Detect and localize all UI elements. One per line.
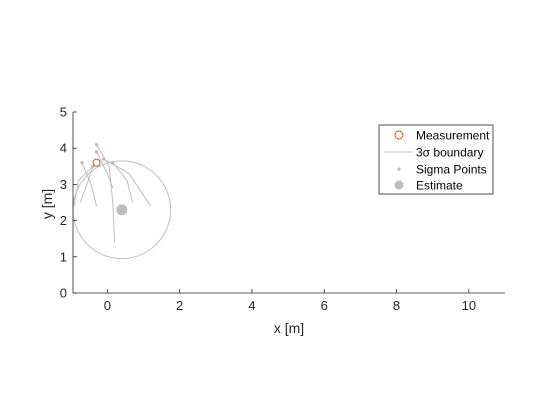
legend-estimate-label: Estimate <box>416 179 463 193</box>
y-tick-label-4: 4 <box>60 141 67 156</box>
sigma-trajectory-6 <box>79 166 94 203</box>
legend-sigma-label: Sigma Points <box>416 163 487 177</box>
sigma-point-2 <box>102 157 106 161</box>
axes: 0 2 4 6 8 10 0 1 2 3 4 5 <box>60 105 505 313</box>
y-tick-label-5: 5 <box>60 105 67 120</box>
y-tick-label-0: 0 <box>60 286 67 301</box>
legend-measurement-marker <box>394 130 404 140</box>
measurement-marker <box>92 158 101 167</box>
x-tick-label-4: 4 <box>248 298 255 313</box>
legend-sigma-marker <box>397 167 401 171</box>
sigma-trajectory-5 <box>96 151 114 189</box>
sigma-trajectory-4 <box>81 162 97 207</box>
sigma-trajectory-1 <box>73 165 94 207</box>
legend-boundary-label: 3σ boundary <box>416 146 483 160</box>
x-axis-label: x [m] <box>274 320 304 336</box>
y-tick-label-2: 2 <box>60 213 67 228</box>
y-tick-label-1: 1 <box>60 249 67 264</box>
y-tick-label-3: 3 <box>60 177 67 192</box>
sigma-trajectory-3 <box>112 162 134 203</box>
sigma-trajectory-0 <box>96 144 116 243</box>
x-tick-label-6: 6 <box>321 298 328 313</box>
estimate-marker <box>116 204 128 216</box>
sigma-point-4 <box>80 161 84 165</box>
x-tick-label-0: 0 <box>104 298 111 313</box>
legend-estimate-marker <box>394 180 404 190</box>
plot-area <box>72 142 172 260</box>
sigma-point-3 <box>111 161 115 165</box>
legend: Measurement 3σ boundary Sigma Points Est… <box>378 124 494 195</box>
y-axis-label: y [m] <box>39 189 55 219</box>
sigma-point-5 <box>94 150 99 154</box>
legend-measurement-label: Measurement <box>416 129 490 143</box>
sigma-point-0 <box>94 142 99 147</box>
x-tick-label-8: 8 <box>393 298 400 313</box>
x-tick-label-2: 2 <box>176 298 183 313</box>
x-tick-label-10: 10 <box>462 298 476 313</box>
